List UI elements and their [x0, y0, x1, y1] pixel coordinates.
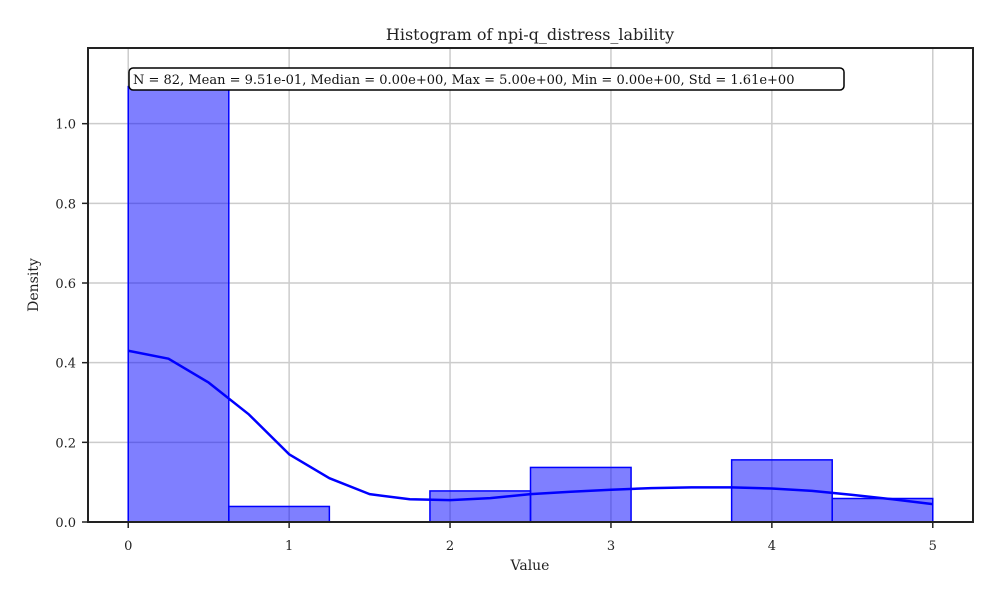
histogram-bar-0	[127, 85, 230, 523]
plot-frame	[87, 47, 974, 523]
stats-text: N = 82, Mean = 9.51e-01, Median = 0.00e+…	[133, 73, 794, 88]
bars-layer	[127, 85, 934, 523]
stats-box-frame	[128, 67, 845, 91]
axes-layer	[87, 47, 974, 523]
chart-title: Histogram of npi-q_distress_lability	[386, 25, 674, 44]
y-tick-label-0: 0.0	[55, 516, 76, 531]
y-axis-title: Density	[26, 258, 42, 312]
ticks-layer: 0 1 2 3 4 5 0.0 0.2 0.4 0.6 0.8 1.0	[55, 118, 937, 554]
kde-line	[127, 349, 933, 506]
y-tick-label-2: 0.4	[55, 357, 76, 372]
histogram-bar-4	[529, 466, 632, 523]
y-tick-label-1: 0.2	[55, 436, 76, 451]
x-tick-label-4: 4	[768, 539, 776, 554]
y-tick-label-4: 0.8	[55, 197, 76, 212]
x-tick-label-2: 2	[446, 539, 454, 554]
y-tick-label-3: 0.6	[55, 277, 76, 292]
x-tick-label-0: 0	[124, 539, 132, 554]
x-tick-label-1: 1	[285, 539, 293, 554]
x-tick-label-5: 5	[929, 539, 937, 554]
kde-layer	[127, 349, 933, 506]
x-tick-label-3: 3	[607, 539, 615, 554]
y-tick-label-5: 1.0	[55, 118, 76, 133]
x-axis-title: Value	[510, 558, 550, 574]
histogram-bar-1	[228, 505, 331, 523]
stats-box: N = 82, Mean = 9.51e-01, Median = 0.00e+…	[128, 67, 845, 91]
